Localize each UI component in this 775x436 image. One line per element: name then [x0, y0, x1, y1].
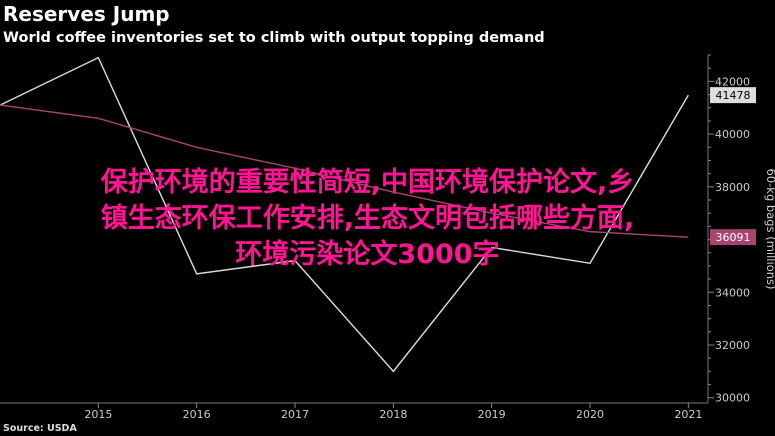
chart-title: Reserves Jump: [3, 2, 170, 26]
x-tick-label: 2020: [576, 408, 604, 421]
overlay-line-1: 保护环境的重要性简短,中国环境保护论文,乡: [100, 167, 635, 198]
end-label-2: 36091: [716, 231, 751, 244]
y-tick-label: 42000: [715, 75, 750, 88]
x-tick-label: 2017: [281, 408, 309, 421]
y-tick-label: 40000: [715, 128, 750, 141]
overlay-line-2: 镇生态环保工作安排,生态文明包括哪些方面,: [100, 203, 635, 234]
y-tick-label: 30000: [715, 392, 750, 405]
y-axis-label: 60-kg bags (millions): [764, 169, 775, 290]
y-tick-label: 34000: [715, 286, 750, 299]
source-note: Source: USDA: [3, 423, 77, 434]
x-tick-label: 2019: [478, 408, 506, 421]
end-label-bg-1: [710, 87, 756, 104]
x-tick-label: 2016: [183, 408, 211, 421]
chart-subtitle: World coffee inventories set to climb wi…: [3, 30, 545, 46]
overlay-text: 保护环境的重要性简短,中国环境保护论文,乡 镇生态环保工作安排,生态文明包括哪些…: [0, 165, 735, 273]
end-label-bg-2: [710, 229, 756, 246]
y-tick-label: 32000: [715, 339, 750, 352]
overlay-line-3: 环境污染论文3000字: [235, 239, 500, 270]
x-tick-label: 2018: [379, 408, 407, 421]
series-line-2: [0, 104, 689, 238]
x-tick-label: 2015: [84, 408, 112, 421]
series-line-1: [0, 56, 689, 373]
x-tick-label: 2021: [674, 408, 702, 421]
y-tick-label: 38000: [715, 181, 750, 194]
end-label-1: 41478: [716, 89, 751, 102]
